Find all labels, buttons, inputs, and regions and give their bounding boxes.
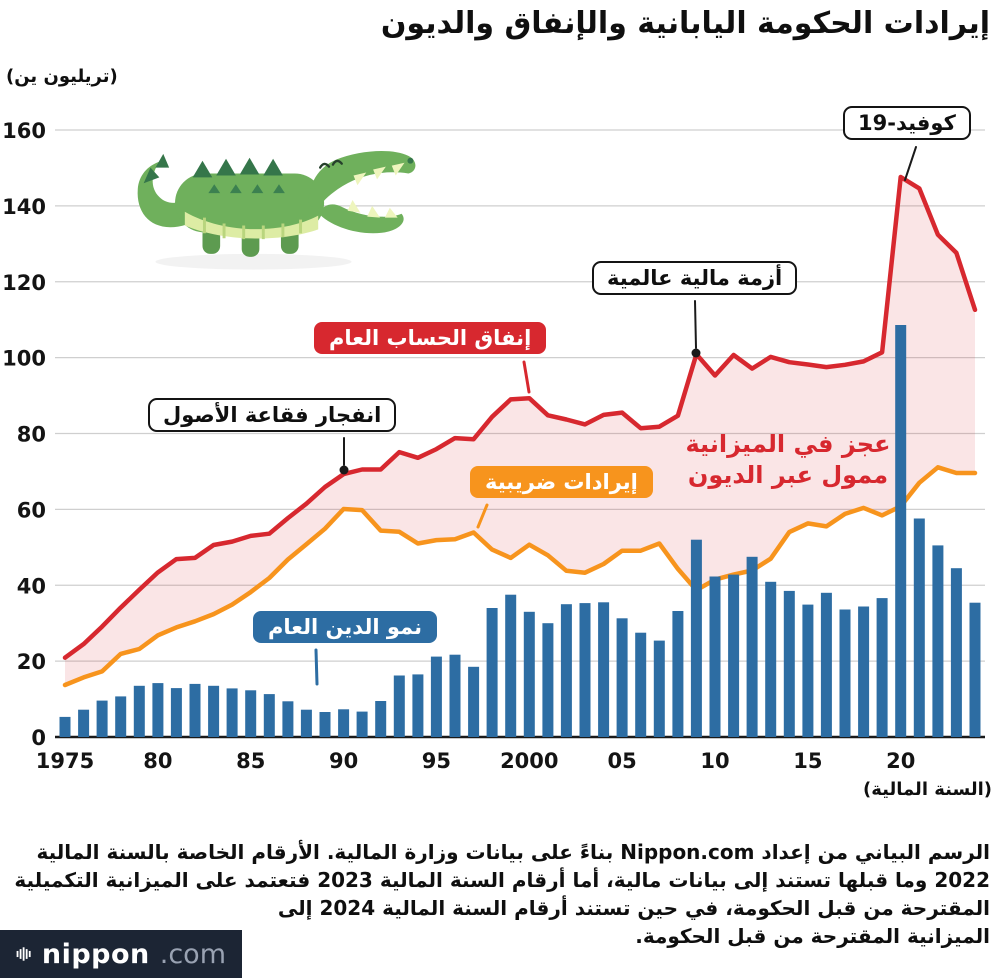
nippon-logo-icon xyxy=(16,947,31,961)
svg-text:20: 20 xyxy=(17,650,46,674)
annotation-bubble-burst-label: انفجار فقاعة الأصول xyxy=(163,403,382,427)
svg-text:10: 10 xyxy=(700,749,729,773)
deficit-label-line2: ممول عبر الديون xyxy=(687,460,889,489)
svg-text:85: 85 xyxy=(236,749,265,773)
svg-text:40: 40 xyxy=(17,574,46,598)
svg-text:80: 80 xyxy=(143,749,172,773)
footnote-line: الميزانية المقترحة من قبل الحكومة. xyxy=(635,924,990,948)
y-axis-unit-label: (تريليون ين) xyxy=(6,66,118,87)
logo-suffix: .com xyxy=(159,938,226,970)
chart-canvas: 0 20 40 60 80 100 120 140 160 1975 80 85 90 95 2000 05 1… xyxy=(2,119,985,773)
nippon-logo: nippon .com xyxy=(0,930,242,978)
deficit-label-line1: عجز في الميزانية xyxy=(685,430,891,458)
annotation-financial-crisis: أزمة مالية عالمية xyxy=(592,261,798,295)
svg-text:160: 160 xyxy=(2,119,46,143)
svg-text:1975: 1975 xyxy=(36,749,94,773)
annotation-covid19-label: كوفيد-19 xyxy=(858,111,956,135)
annotation-covid19: كوفيد-19 xyxy=(843,106,971,140)
svg-text:05: 05 xyxy=(607,749,636,773)
footnote-line: 2022 وما قبلها تستند إلى بيانات مالية، أ… xyxy=(14,868,990,892)
logo-text: nippon xyxy=(41,938,150,970)
footnote: الرسم البياني من إعداد Nippon.com بناءً … xyxy=(0,838,1000,950)
annotation-spending-label: إنفاق الحساب العام xyxy=(314,322,547,354)
svg-text:80: 80 xyxy=(17,423,46,447)
annotation-deficit: عجز في الميزانية ممول عبر الديون xyxy=(672,429,904,490)
svg-text:20: 20 xyxy=(886,749,915,773)
svg-text:15: 15 xyxy=(793,749,822,773)
debt-series-label: نمو الدين العام xyxy=(268,615,422,639)
svg-text:90: 90 xyxy=(329,749,358,773)
footnote-line: الرسم البياني من إعداد Nippon.com بناءً … xyxy=(36,840,990,864)
chart-title: إيرادات الحكومة اليابانية والإنفاق والدي… xyxy=(380,6,991,41)
spending-series-label: إنفاق الحساب العام xyxy=(329,326,532,350)
x-axis-unit-label: (السنة المالية) xyxy=(862,779,992,800)
svg-text:0: 0 xyxy=(31,726,46,750)
footnote-line: المقترحة من قبل الحكومة، في حين تستند أر… xyxy=(277,896,990,920)
annotation-debt-label: نمو الدين العام xyxy=(253,611,437,643)
svg-text:2000: 2000 xyxy=(500,749,558,773)
svg-text:120: 120 xyxy=(2,271,46,295)
crocodile-icon xyxy=(137,150,416,270)
svg-text:140: 140 xyxy=(2,195,46,219)
annotation-bubble-burst: انفجار فقاعة الأصول xyxy=(148,398,397,432)
svg-text:100: 100 xyxy=(2,347,46,371)
svg-text:60: 60 xyxy=(17,498,46,522)
tax-series-label: إيرادات ضريبية xyxy=(485,470,638,494)
crocodile-illustration xyxy=(126,114,430,284)
annotation-tax-label: إيرادات ضريبية xyxy=(470,466,653,498)
annotation-financial-crisis-label: أزمة مالية عالمية xyxy=(607,266,783,290)
svg-text:95: 95 xyxy=(422,749,451,773)
